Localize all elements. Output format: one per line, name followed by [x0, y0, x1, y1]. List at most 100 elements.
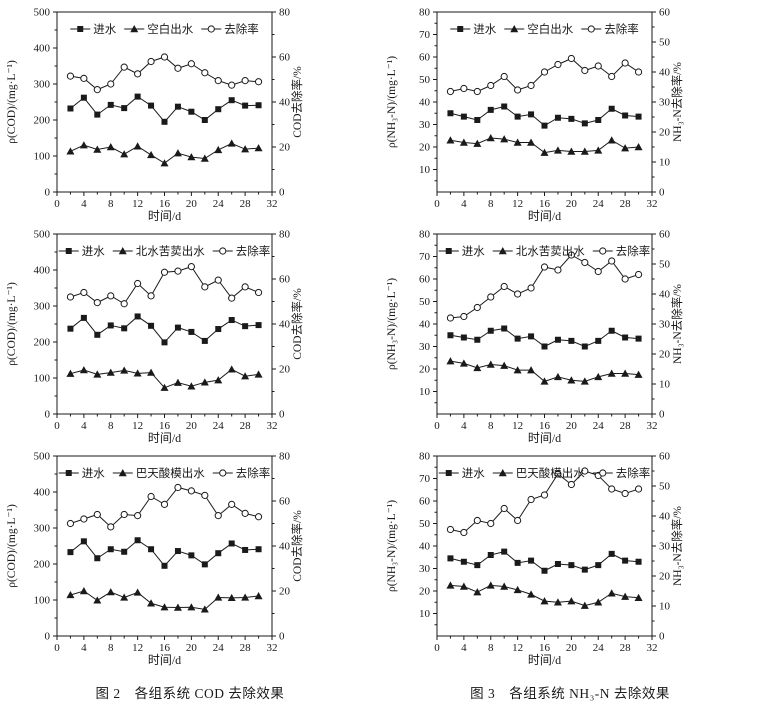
svg-text:40: 40 — [279, 541, 291, 553]
svg-text:30: 30 — [419, 119, 431, 131]
svg-text:0: 0 — [45, 631, 51, 643]
svg-text:20: 20 — [419, 586, 431, 598]
svg-text:400: 400 — [34, 43, 51, 55]
svg-text:12: 12 — [512, 198, 523, 210]
legend-label-空白出水: 空白出水 — [147, 22, 193, 36]
svg-text:10: 10 — [419, 608, 431, 620]
legend: 进水 巴天酸模出水 去除率 — [58, 466, 270, 480]
svg-text:32: 32 — [267, 420, 278, 432]
x-axis-label: 时间/d — [148, 431, 181, 444]
svg-text:8: 8 — [108, 198, 114, 210]
svg-text:40: 40 — [279, 319, 291, 331]
svg-text:12: 12 — [512, 420, 523, 432]
series-进水 — [67, 313, 262, 346]
svg-text:12: 12 — [132, 642, 143, 654]
svg-text:40: 40 — [419, 97, 431, 109]
right-y-axis-label: COD去除率/% — [290, 66, 304, 138]
svg-text:80: 80 — [279, 7, 291, 19]
series-进水 — [447, 103, 642, 129]
svg-text:20: 20 — [279, 586, 291, 598]
chart-cod-blank: 0 4 8 12 16 20 24 28 32 0 100 200 300 400 500 0 20 40 60 80… — [0, 0, 380, 223]
series-进水 — [447, 548, 642, 574]
svg-text:28: 28 — [240, 198, 252, 210]
legend-label-进水: 进水 — [82, 467, 105, 480]
chart-nh3-rumex: 0 4 8 12 16 20 24 28 32 10 20 30 40 50 60 70 80 0 10 20 30 40… — [380, 444, 760, 667]
legend-label-进水: 进水 — [82, 245, 105, 258]
legend-label-去除率: 去除率 — [604, 22, 639, 36]
right-y-axis-label: NH₃-N去除率/% — [670, 506, 684, 586]
legend-label-去除率: 去除率 — [236, 244, 271, 258]
svg-text:500: 500 — [34, 7, 51, 19]
svg-text:30: 30 — [659, 541, 671, 553]
svg-text:60: 60 — [659, 7, 671, 19]
svg-text:8: 8 — [488, 420, 494, 432]
series-去除率 — [446, 54, 643, 96]
legend-label-去除率: 去除率 — [616, 466, 651, 480]
series-巴天酸模出水 — [66, 587, 263, 613]
svg-text:8: 8 — [108, 642, 114, 654]
legend: 进水 北水苦荬出水 去除率 — [58, 244, 271, 258]
figure2-caption: 图 2 各组系统 COD 去除效果 — [95, 686, 285, 701]
legend-label-进水: 进水 — [462, 467, 485, 480]
right-y-axis-label: NH₃-N去除率/% — [670, 62, 684, 142]
left-y-axis-label: ρ(NH₃-N)/(mg·L⁻¹) — [386, 56, 398, 148]
chart-cod-veronica: 0 4 8 12 16 20 24 28 32 0 100 200 300 400 500 0 20 40 60 80… — [0, 222, 380, 445]
svg-text:32: 32 — [647, 420, 658, 432]
svg-text:20: 20 — [186, 642, 198, 654]
svg-text:20: 20 — [566, 420, 578, 432]
legend: 进水 空白出水 去除率 — [70, 22, 259, 36]
svg-text:0: 0 — [434, 420, 440, 432]
svg-text:20: 20 — [419, 142, 431, 154]
svg-text:30: 30 — [659, 97, 671, 109]
left-y-axis-label: ρ(NH₃-N)/(mg·L⁻¹) — [386, 500, 398, 592]
svg-text:0: 0 — [659, 631, 665, 643]
chart-nh3-veronica-svg: 0 4 8 12 16 20 24 28 32 10 20 30 40 50 60 70 80 0 10 20 30 40… — [386, 229, 684, 445]
svg-text:4: 4 — [81, 420, 87, 432]
legend-label-北水苦荬出水: 北水苦荬出水 — [516, 244, 585, 258]
figure3-caption: 图 3 各组系统 NH₃-N 去除效果 — [470, 686, 670, 701]
svg-text:40: 40 — [279, 97, 291, 109]
svg-text:300: 300 — [34, 301, 51, 313]
svg-text:50: 50 — [659, 37, 671, 49]
svg-text:80: 80 — [279, 229, 291, 241]
svg-text:70: 70 — [419, 251, 431, 263]
svg-text:32: 32 — [267, 198, 278, 210]
x-axis-label: 时间/d — [528, 653, 561, 666]
svg-text:50: 50 — [659, 481, 671, 493]
svg-text:4: 4 — [461, 198, 467, 210]
svg-text:80: 80 — [419, 229, 431, 241]
svg-text:0: 0 — [279, 187, 285, 199]
figure-panels: 0 4 8 12 16 20 24 28 32 0 100 200 300 400 500 0 20 40 60 80… — [0, 0, 760, 667]
series-去除率 — [66, 483, 263, 531]
axes: 0 4 8 12 16 20 24 28 320100200300400500020406080… — [6, 451, 304, 667]
svg-text:40: 40 — [419, 541, 431, 553]
left-y-axis-label: ρ(COD)/(mg·L⁻¹) — [6, 504, 18, 588]
chart-cod-rumex-svg: 0 4 8 12 16 20 24 28 320100200300400500020406080… — [6, 451, 304, 667]
svg-text:8: 8 — [488, 198, 494, 210]
svg-text:32: 32 — [267, 642, 278, 654]
svg-text:30: 30 — [659, 319, 671, 331]
chart-nh3-blank-svg: 0 4 8 12 16 20 24 28 32 10 20 30 40 50 60 70 80 0 10 20 30 40… — [386, 7, 684, 223]
x-axis-label: 时间/d — [528, 431, 561, 444]
svg-text:30: 30 — [419, 563, 431, 575]
legend-label-进水: 进水 — [473, 23, 496, 36]
axes: 0 4 8 12 16 20 24 28 320100200300400500020406080… — [6, 7, 304, 223]
svg-text:0: 0 — [45, 187, 51, 199]
svg-text:12: 12 — [132, 420, 143, 432]
svg-text:500: 500 — [34, 451, 51, 463]
chart-cod-veronica-svg: 0 4 8 12 16 20 24 28 320100200300400500020406080… — [6, 229, 304, 445]
x-axis-label: 时间/d — [528, 209, 561, 222]
svg-text:40: 40 — [659, 511, 671, 523]
series-北水苦荬出水 — [66, 365, 263, 391]
svg-text:20: 20 — [566, 198, 578, 210]
legend-label-空白出水: 空白出水 — [527, 22, 573, 36]
svg-text:100: 100 — [34, 151, 51, 163]
svg-text:24: 24 — [593, 198, 605, 210]
svg-text:20: 20 — [279, 364, 291, 376]
svg-text:8: 8 — [108, 420, 114, 432]
svg-text:0: 0 — [54, 642, 60, 654]
right-y-axis-label: COD去除率/% — [290, 288, 304, 360]
svg-text:16: 16 — [539, 420, 551, 432]
svg-text:60: 60 — [419, 52, 431, 64]
svg-text:60: 60 — [419, 496, 431, 508]
